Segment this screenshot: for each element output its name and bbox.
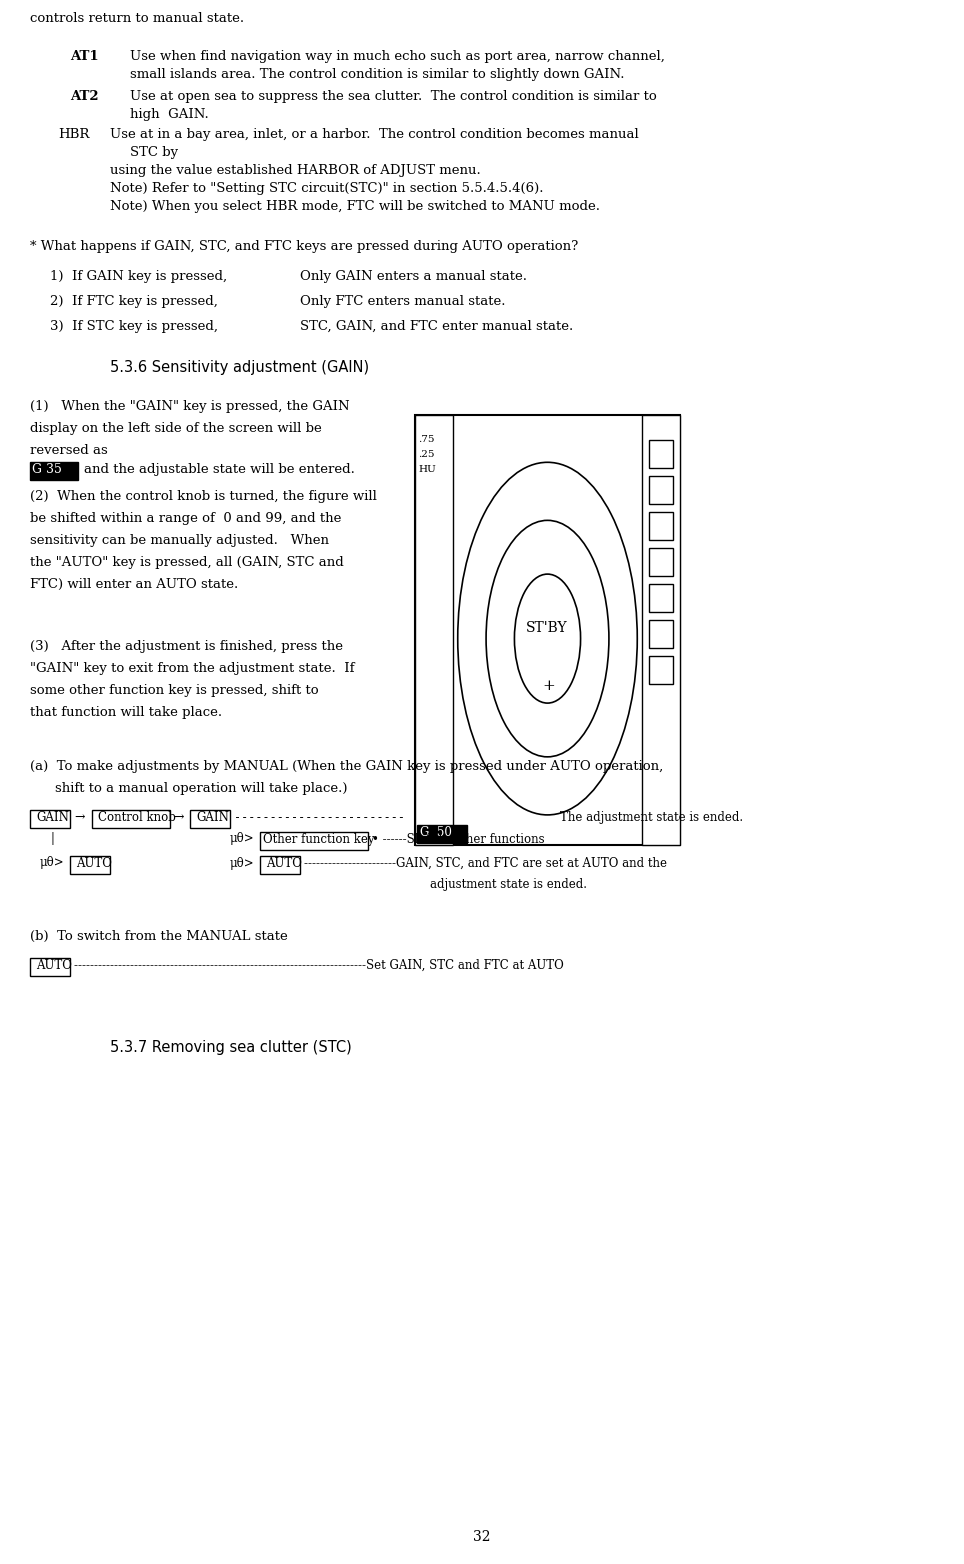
Text: adjustment state is ended.: adjustment state is ended. — [430, 877, 587, 891]
Text: HU: HU — [418, 465, 436, 474]
Text: 2)  If FTC key is pressed,: 2) If FTC key is pressed, — [50, 296, 218, 308]
Text: using the value established HARBOR of ADJUST menu.: using the value established HARBOR of AD… — [110, 164, 481, 177]
Bar — [260, 832, 368, 849]
Text: μθ>: μθ> — [230, 832, 254, 845]
Text: -----------------------GAIN, STC, and FTC are set at AUTO and the: -----------------------GAIN, STC, and FT… — [304, 857, 667, 870]
Bar — [30, 810, 70, 827]
Text: • ------Shift to other functions: • ------Shift to other functions — [372, 834, 545, 846]
Text: ST'BY: ST'BY — [525, 621, 567, 635]
Text: reversed as: reversed as — [30, 444, 108, 457]
Text: Use at in a bay area, inlet, or a harbor.  The control condition becomes manual: Use at in a bay area, inlet, or a harbor… — [110, 128, 639, 141]
Text: Only FTC enters manual state.: Only FTC enters manual state. — [300, 296, 505, 308]
Bar — [649, 439, 673, 468]
Text: that function will take place.: that function will take place. — [30, 705, 222, 719]
Text: the "AUTO" key is pressed, all (GAIN, STC and: the "AUTO" key is pressed, all (GAIN, ST… — [30, 555, 344, 569]
Text: GAIN: GAIN — [196, 812, 228, 824]
Text: Other function key: Other function key — [263, 834, 374, 846]
Text: 5.3.6 Sensitivity adjustment (GAIN): 5.3.6 Sensitivity adjustment (GAIN) — [110, 360, 369, 375]
Text: G  50: G 50 — [420, 826, 452, 838]
Bar — [30, 461, 78, 480]
Text: some other function key is pressed, shift to: some other function key is pressed, shif… — [30, 683, 319, 698]
Bar — [649, 511, 673, 540]
Text: "GAIN" key to exit from the adjustment state.  If: "GAIN" key to exit from the adjustment s… — [30, 662, 355, 676]
Text: 1)  If GAIN key is pressed,: 1) If GAIN key is pressed, — [50, 271, 228, 283]
Text: high  GAIN.: high GAIN. — [130, 108, 209, 120]
Text: controls return to manual state.: controls return to manual state. — [30, 13, 244, 25]
Bar — [649, 619, 673, 647]
Text: +: + — [543, 679, 555, 693]
Text: μθ>: μθ> — [40, 856, 65, 870]
Bar — [649, 475, 673, 504]
Text: GAIN: GAIN — [36, 812, 68, 824]
Text: →: → — [74, 812, 85, 824]
Text: small islands area. The control condition is similar to slightly down GAIN.: small islands area. The control conditio… — [130, 67, 625, 81]
Text: (b)  To switch from the MANUAL state: (b) To switch from the MANUAL state — [30, 931, 287, 943]
Text: (1)   When the "GAIN" key is pressed, the GAIN: (1) When the "GAIN" key is pressed, the … — [30, 400, 350, 413]
Bar — [415, 414, 680, 845]
Text: be shifted within a range of  0 and 99, and the: be shifted within a range of 0 and 99, a… — [30, 511, 341, 526]
Text: Use at open sea to suppress the sea clutter.  The control condition is similar t: Use at open sea to suppress the sea clut… — [130, 91, 656, 103]
Text: AUTO: AUTO — [36, 959, 72, 971]
Bar — [415, 414, 453, 845]
Bar — [649, 583, 673, 612]
Text: and the adjustable state will be entered.: and the adjustable state will be entered… — [84, 463, 355, 475]
Text: AT2: AT2 — [70, 91, 98, 103]
Text: FTC) will enter an AUTO state.: FTC) will enter an AUTO state. — [30, 579, 238, 591]
Text: STC, GAIN, and FTC enter manual state.: STC, GAIN, and FTC enter manual state. — [300, 321, 574, 333]
Text: 32: 32 — [473, 1530, 491, 1544]
Text: G 35: G 35 — [32, 463, 62, 475]
Text: Control knob: Control knob — [98, 812, 175, 824]
Text: AUTO: AUTO — [76, 857, 112, 870]
Text: sensitivity can be manually adjusted.   When: sensitivity can be manually adjusted. Wh… — [30, 533, 329, 547]
Bar — [642, 414, 680, 845]
Text: →: → — [173, 812, 183, 824]
Text: Use when find navigation way in much echo such as port area, narrow channel,: Use when find navigation way in much ech… — [130, 50, 665, 63]
Bar — [260, 856, 300, 874]
Text: |: | — [50, 832, 54, 845]
Text: * What happens if GAIN, STC, and FTC keys are pressed during AUTO operation?: * What happens if GAIN, STC, and FTC key… — [30, 239, 578, 253]
Text: Note) When you select HBR mode, FTC will be switched to MANU mode.: Note) When you select HBR mode, FTC will… — [110, 200, 600, 213]
Text: -------------------------------------------------------------------------Set GAI: ----------------------------------------… — [74, 959, 564, 971]
Bar — [649, 547, 673, 576]
Bar — [190, 810, 230, 827]
Text: The adjustment state is ended.: The adjustment state is ended. — [560, 812, 743, 824]
Text: μθ>: μθ> — [230, 857, 254, 870]
Bar — [92, 810, 170, 827]
Text: .75: .75 — [418, 435, 435, 444]
Text: Only GAIN enters a manual state.: Only GAIN enters a manual state. — [300, 271, 527, 283]
Text: .25: .25 — [418, 450, 435, 458]
Text: HBR: HBR — [58, 128, 90, 141]
Text: shift to a manual operation will take place.): shift to a manual operation will take pl… — [55, 782, 347, 795]
Text: STC by: STC by — [130, 145, 178, 160]
Text: AUTO: AUTO — [266, 857, 302, 870]
Text: ------------------------: ------------------------ — [234, 812, 405, 824]
Text: (a)  To make adjustments by MANUAL (When the GAIN key is pressed under AUTO oper: (a) To make adjustments by MANUAL (When … — [30, 760, 663, 773]
Text: (2)  When the control knob is turned, the figure will: (2) When the control knob is turned, the… — [30, 490, 377, 504]
Text: 5.3.7 Removing sea clutter (STC): 5.3.7 Removing sea clutter (STC) — [110, 1040, 352, 1056]
Text: 3)  If STC key is pressed,: 3) If STC key is pressed, — [50, 321, 218, 333]
Bar — [649, 655, 673, 683]
Text: AT1: AT1 — [70, 50, 98, 63]
Bar — [70, 856, 110, 874]
Text: Note) Refer to "Setting STC circuit(STC)" in section 5.5.4.5.4(6).: Note) Refer to "Setting STC circuit(STC)… — [110, 181, 544, 196]
Bar — [417, 824, 467, 843]
Bar — [30, 959, 70, 976]
Text: (3)   After the adjustment is finished, press the: (3) After the adjustment is finished, pr… — [30, 640, 343, 654]
Text: display on the left side of the screen will be: display on the left side of the screen w… — [30, 422, 322, 435]
